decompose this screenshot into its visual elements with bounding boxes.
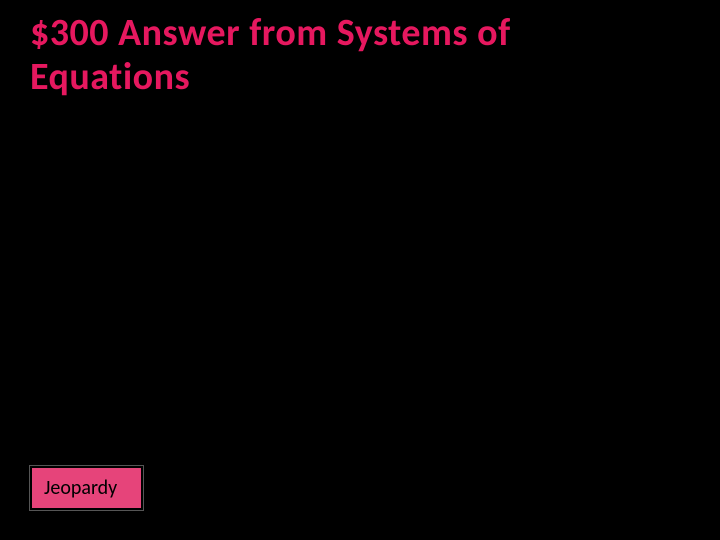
- title-bar: $300 Answer from Systems of Equations: [0, 0, 720, 117]
- slide-title: $300 Answer from Systems of Equations: [30, 12, 690, 99]
- title-line-2: Equations: [30, 54, 190, 100]
- jeopardy-button-label: Jeopardy: [44, 476, 117, 500]
- title-line-1: $300 Answer from Systems of: [30, 10, 511, 56]
- jeopardy-button[interactable]: Jeopardy: [30, 466, 143, 510]
